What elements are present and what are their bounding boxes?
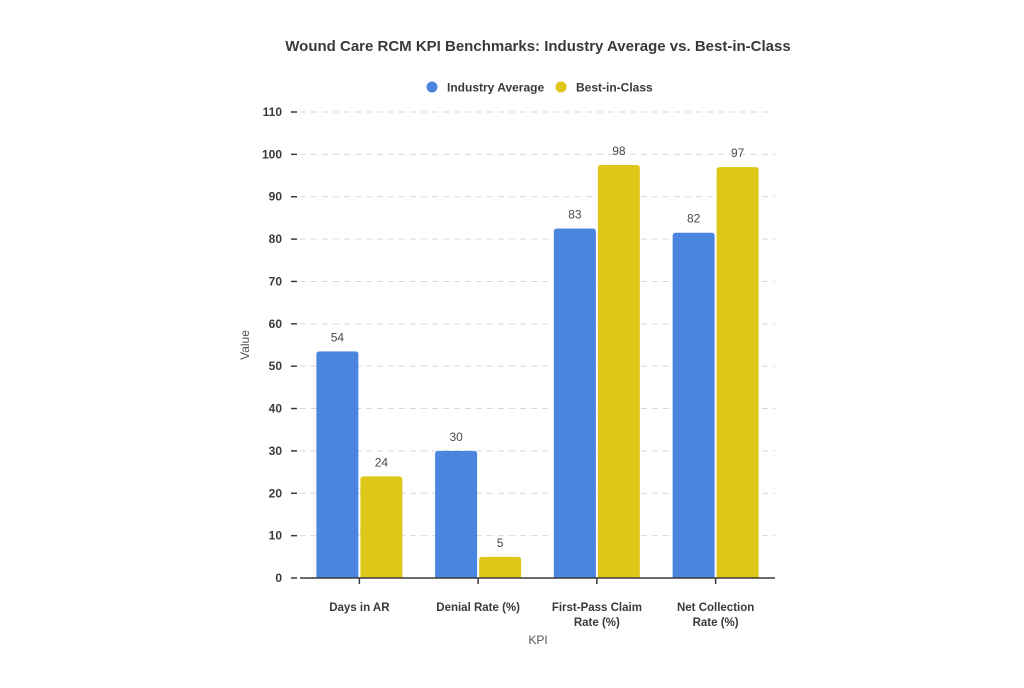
- data-label: 54: [331, 330, 345, 344]
- bar: [479, 556, 522, 578]
- legend-swatch: [555, 81, 567, 93]
- data-label: 98: [612, 144, 626, 158]
- y-tick-label: 40: [269, 402, 283, 416]
- x-tick-label: Rate (%): [693, 617, 739, 629]
- y-tick-label: 80: [269, 232, 283, 246]
- data-label: 83: [568, 208, 582, 222]
- chart-title: Wound Care RCM KPI Benchmarks: Industry …: [285, 38, 790, 55]
- bar: [316, 351, 359, 578]
- x-tick-label: First-Pass Claim: [552, 602, 642, 614]
- x-tick-label: Net Collection: [677, 602, 754, 614]
- data-label: 30: [449, 430, 463, 444]
- bars: 54 24 30 5 83 98 82 97: [316, 144, 759, 579]
- x-tick-label: Rate (%): [574, 617, 620, 629]
- y-tick-label: 20: [269, 486, 283, 500]
- legend-label: Industry Average: [447, 81, 544, 95]
- y-tick-label: 70: [269, 274, 283, 288]
- y-tick-label: 10: [269, 529, 283, 543]
- data-label: 24: [375, 455, 389, 469]
- y-axis-label: Value: [238, 330, 252, 360]
- y-tick-label: 50: [269, 359, 283, 373]
- bar: [553, 228, 596, 578]
- legend-label: Best-in-Class: [576, 81, 653, 95]
- legend-swatch: [426, 81, 438, 93]
- y-tick-label: 0: [275, 571, 282, 585]
- data-label: 5: [497, 536, 504, 550]
- data-label: 97: [731, 146, 745, 160]
- bar: [672, 232, 715, 578]
- y-tick-label: 60: [269, 317, 283, 331]
- x-axis: Days in AR Denial Rate (%) First-Pass Clai…: [300, 577, 775, 629]
- bar: [597, 164, 640, 579]
- bar: [435, 450, 478, 578]
- y-axis: 0 10 20 30 40 50 60 70 80 90 100 110: [262, 105, 297, 585]
- data-label: 82: [687, 212, 701, 226]
- x-tick-label: Denial Rate (%): [436, 602, 520, 614]
- y-tick-label: 100: [262, 147, 282, 161]
- bar: [360, 476, 403, 578]
- y-tick-label: 110: [263, 105, 283, 119]
- y-tick-label: 90: [269, 190, 283, 204]
- legend: Industry Average Best-in-Class: [426, 81, 653, 95]
- bar: [716, 167, 759, 578]
- y-tick-label: 30: [269, 444, 283, 458]
- x-axis-label: KPI: [528, 633, 547, 647]
- x-tick-label: Days in AR: [329, 602, 390, 614]
